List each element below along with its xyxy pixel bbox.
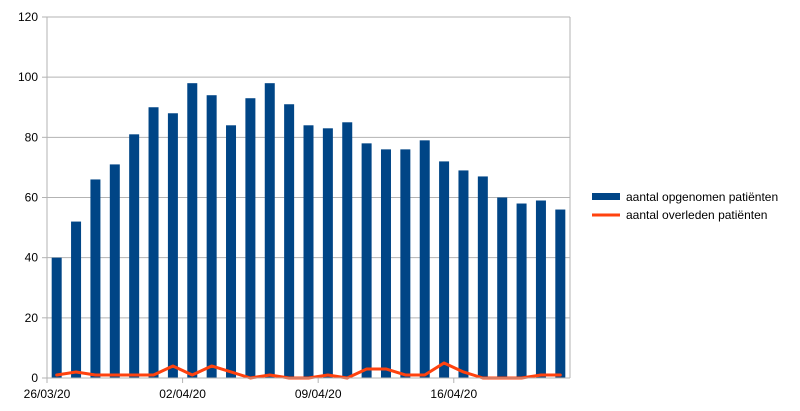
bar (148, 107, 159, 378)
bar (206, 95, 217, 378)
bar (342, 122, 353, 379)
bar (497, 197, 508, 378)
bar (322, 128, 333, 378)
bar (419, 140, 430, 378)
y-tick-label: 0 (31, 371, 38, 385)
bar (439, 161, 450, 378)
x-tick-label: 26/03/20 (24, 387, 71, 401)
bar (129, 134, 140, 378)
y-tick-label: 40 (25, 251, 39, 265)
bar (303, 125, 314, 378)
bar (477, 176, 488, 378)
bar (400, 149, 411, 378)
bar (51, 257, 62, 378)
legend-label-overleden: aantal overleden patiënten (626, 208, 767, 222)
bar (535, 200, 546, 378)
x-tick-label: 02/04/20 (159, 387, 206, 401)
y-tick-label: 120 (18, 10, 38, 24)
legend-label-opgenomen: aantal opgenomen patiënten (626, 190, 778, 204)
bar (380, 149, 391, 378)
bar (187, 83, 198, 378)
bar (167, 113, 178, 379)
y-tick-label: 60 (25, 191, 39, 205)
bar (458, 170, 469, 378)
bar (226, 125, 237, 378)
x-tick-label: 09/04/20 (295, 387, 342, 401)
y-tick-label: 80 (25, 130, 39, 144)
bar (264, 83, 275, 378)
y-tick-label: 20 (25, 311, 39, 325)
bar (361, 143, 372, 378)
bar (90, 179, 101, 378)
bar (245, 98, 256, 378)
legend: aantal opgenomen patiënten aantal overled… (592, 190, 778, 222)
bar (71, 221, 82, 378)
y-tick-label: 100 (18, 70, 38, 84)
y-tick-labels: 0 20 40 60 80 100 120 (18, 10, 38, 385)
bar (555, 209, 566, 378)
bar (284, 104, 295, 378)
axes (46, 17, 571, 379)
legend-swatch-bar (592, 193, 620, 200)
x-tick-label: 16/04/20 (430, 387, 477, 401)
x-tick-labels: 26/03/20 02/04/20 09/04/20 16/04/20 (24, 378, 477, 401)
bar-series (51, 83, 566, 379)
bar (516, 203, 527, 378)
bar (109, 164, 120, 378)
